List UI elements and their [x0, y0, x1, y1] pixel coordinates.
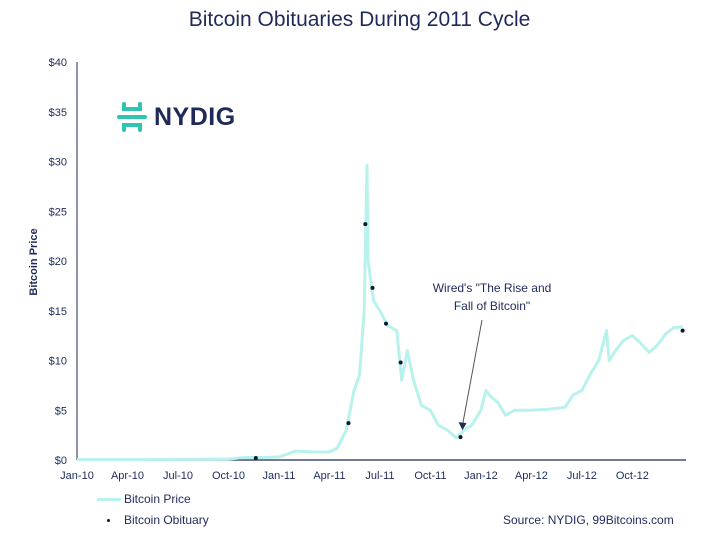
x-tick-label: Jan-11	[263, 470, 296, 482]
legend-line-swatch	[97, 497, 121, 501]
logo-text: NYDIG	[154, 102, 236, 131]
nydig-logo-icon	[117, 102, 147, 132]
legend-dot-swatch	[107, 518, 110, 522]
source-note: Source: NYDIG, 99Bitcoins.com	[503, 513, 674, 527]
y-tick-label: $5	[55, 405, 67, 417]
annotation-line-2: Fall of Bitcoin"	[454, 299, 530, 313]
y-tick-label: $35	[49, 107, 67, 119]
y-tick-label: $10	[49, 356, 67, 368]
legend-item-price: Bitcoin Price	[97, 492, 191, 506]
legend-label-obituary: Bitcoin Obituary	[124, 513, 209, 527]
nydig-logo: NYDIG	[116, 101, 236, 133]
y-tick-label: $15	[49, 306, 67, 318]
x-tick-label: Jan-12	[464, 470, 498, 482]
annotation-arrow-line	[462, 319, 483, 426]
chart-title: Bitcoin Obituaries During 2011 Cycle	[188, 8, 531, 31]
obituary-point	[253, 456, 258, 461]
x-tick-label: Oct-12	[616, 470, 649, 482]
obituary-point	[363, 222, 368, 227]
y-tick-label: $20	[49, 256, 67, 268]
y-axis-label: Bitcoin Price	[28, 228, 40, 295]
x-tick-label: Jul-10	[163, 470, 193, 482]
obituary-point	[370, 285, 375, 290]
x-tick-label: Oct-11	[414, 470, 446, 482]
obituary-point	[384, 321, 389, 326]
y-tick-label: $0	[55, 455, 67, 467]
x-tick-label: Jan-10	[60, 470, 94, 482]
x-tick-label: Jul-11	[365, 470, 394, 482]
obituary-point	[680, 328, 685, 333]
price-line	[77, 164, 683, 461]
obituary-point	[458, 435, 463, 440]
x-tick-label: Apr-12	[515, 470, 548, 482]
y-tick-label: $30	[49, 157, 67, 169]
y-tick-label: $40	[49, 57, 67, 69]
x-tick-label: Apr-10	[111, 470, 144, 482]
obituary-point	[398, 360, 403, 365]
x-tick-label: Oct-10	[212, 470, 245, 482]
x-tick-label: Jul-12	[567, 470, 597, 482]
obituary-point	[346, 421, 351, 426]
y-tick-label: $25	[49, 206, 67, 218]
annotation-arrowhead	[458, 422, 467, 431]
legend-item-obituary: Bitcoin Obituary	[107, 513, 209, 527]
annotation-line-1: Wired's "The Rise and	[433, 281, 552, 295]
x-tick-label: Apr-11	[313, 470, 345, 482]
legend-label-price: Bitcoin Price	[124, 492, 191, 506]
